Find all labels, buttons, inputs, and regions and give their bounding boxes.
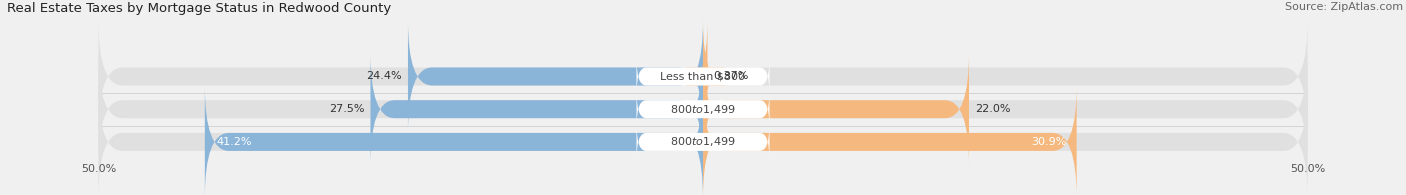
Text: Real Estate Taxes by Mortgage Status in Redwood County: Real Estate Taxes by Mortgage Status in … (7, 2, 391, 15)
FancyBboxPatch shape (371, 53, 703, 166)
Text: Less than $800: Less than $800 (661, 72, 745, 82)
FancyBboxPatch shape (637, 125, 769, 159)
Text: 27.5%: 27.5% (329, 104, 364, 114)
FancyBboxPatch shape (98, 85, 1308, 195)
Text: 0.37%: 0.37% (713, 72, 749, 82)
Text: 30.9%: 30.9% (1032, 137, 1067, 147)
FancyBboxPatch shape (703, 53, 969, 166)
FancyBboxPatch shape (683, 20, 727, 133)
Text: 24.4%: 24.4% (367, 72, 402, 82)
FancyBboxPatch shape (408, 20, 703, 133)
Text: $800 to $1,499: $800 to $1,499 (671, 135, 735, 148)
Text: Source: ZipAtlas.com: Source: ZipAtlas.com (1285, 2, 1403, 12)
FancyBboxPatch shape (703, 85, 1077, 195)
FancyBboxPatch shape (637, 59, 769, 94)
Text: $800 to $1,499: $800 to $1,499 (671, 103, 735, 116)
FancyBboxPatch shape (98, 20, 1308, 133)
FancyBboxPatch shape (98, 53, 1308, 166)
Text: 22.0%: 22.0% (976, 104, 1011, 114)
FancyBboxPatch shape (205, 85, 703, 195)
Text: 41.2%: 41.2% (217, 137, 253, 147)
FancyBboxPatch shape (637, 92, 769, 126)
